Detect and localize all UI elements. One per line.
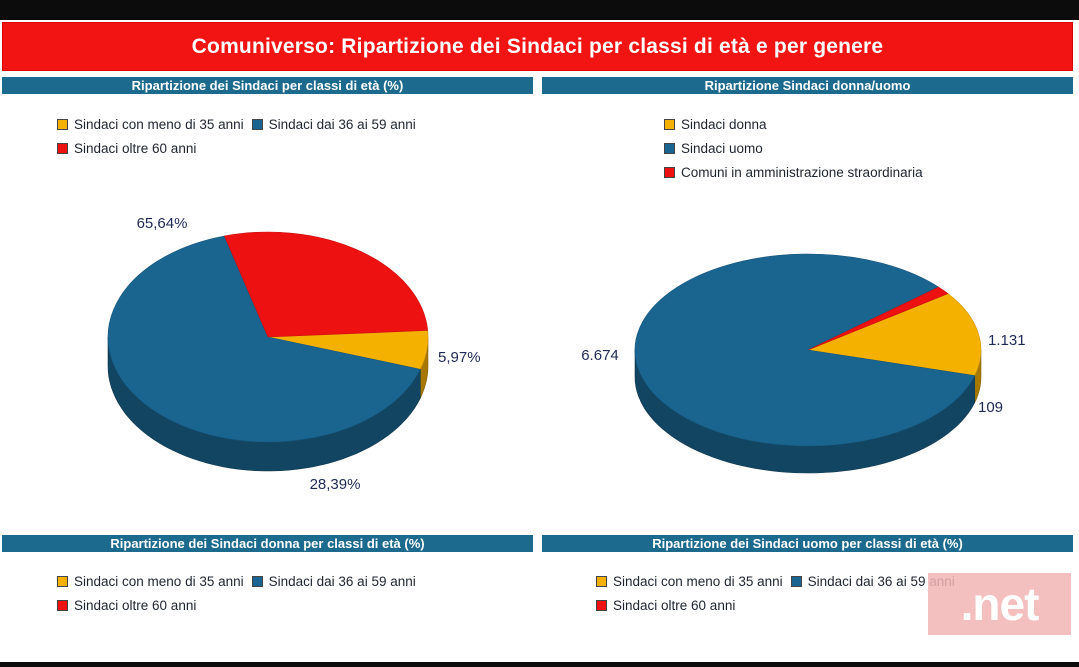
legend-swatch <box>57 599 68 611</box>
legend-label: Sindaci dai 36 ai 59 anni <box>268 573 416 589</box>
legend-gender: Sindaci donna Sindaci uomo Comuni in amm… <box>664 112 931 184</box>
legend-swatch <box>790 575 802 587</box>
legend-item: Sindaci con meno di 35 anni <box>57 574 244 589</box>
legend-label: Sindaci dai 36 ai 59 anni <box>268 116 416 132</box>
legend-swatch <box>664 166 675 178</box>
legend-swatch <box>57 575 68 587</box>
pie-data-label: 109 <box>978 399 1003 416</box>
legend-male-age: Sindaci con meno di 35 anni Sindaci dai … <box>596 569 963 617</box>
pie-slice <box>806 293 982 376</box>
legend-swatch <box>57 118 68 130</box>
pie-slice <box>223 231 429 338</box>
legend-item: Sindaci con meno di 35 anni <box>596 574 783 589</box>
panel-header-female-age: Ripartizione dei Sindaci donna per class… <box>2 535 533 552</box>
panel-header-gender: Ripartizione Sindaci donna/uomo <box>542 77 1073 94</box>
legend-label: Sindaci oltre 60 anni <box>74 140 197 156</box>
legend-label: Sindaci uomo <box>681 140 763 156</box>
legend-item: Sindaci uomo <box>664 141 763 156</box>
legend-label: Sindaci oltre 60 anni <box>74 597 197 613</box>
legend-item: Sindaci oltre 60 anni <box>596 598 735 613</box>
legend-item: Sindaci con meno di 35 anni <box>57 117 244 132</box>
legend-item: Sindaci dai 36 ai 59 anni <box>790 573 955 589</box>
legend-female-age: Sindaci con meno di 35 anni Sindaci dai … <box>57 569 424 617</box>
legend-item: Sindaci oltre 60 anni <box>57 141 196 156</box>
legend-label: Comuni in amministrazione straordinaria <box>681 164 923 180</box>
watermark-text: .net <box>960 578 1040 630</box>
legend-item: Sindaci donna <box>664 117 767 132</box>
legend-label: Sindaci con meno di 35 anni <box>74 573 244 589</box>
legend-item: Sindaci oltre 60 anni <box>57 598 196 613</box>
legend-label: Sindaci dai 36 ai 59 anni <box>807 573 955 589</box>
bottom-black-bar <box>0 662 1079 667</box>
legend-swatch <box>251 575 263 587</box>
pie-data-label: 1.131 <box>988 332 1026 349</box>
pie-slice <box>807 286 949 351</box>
legend-swatch <box>596 599 607 611</box>
pie-slice <box>107 235 421 443</box>
title-banner: Comuniverso: Ripartizione dei Sindaci pe… <box>2 22 1073 71</box>
legend-swatch <box>596 575 607 587</box>
legend-item: Comuni in amministrazione straordinaria <box>664 165 923 180</box>
watermark-logo: .net <box>928 573 1071 635</box>
pie-data-label: 6.674 <box>581 347 619 364</box>
pie-data-label: 28,39% <box>310 476 361 493</box>
top-black-bar <box>0 0 1079 20</box>
page-title: Comuniverso: Ripartizione dei Sindaci pe… <box>191 34 884 58</box>
legend-label: Sindaci con meno di 35 anni <box>613 573 783 589</box>
legend-item: Sindaci dai 36 ai 59 anni <box>251 116 416 132</box>
legend-label: Sindaci donna <box>681 116 767 132</box>
panel-header-male-age: Ripartizione dei Sindaci uomo per classi… <box>542 535 1073 552</box>
legend-swatch <box>57 142 68 154</box>
legend-label: Sindaci oltre 60 anni <box>613 597 736 613</box>
pie-data-label: 65,64% <box>137 215 188 232</box>
pie-data-label: 5,97% <box>438 349 481 366</box>
panel-header-age: Ripartizione dei Sindaci per classi di e… <box>2 77 533 94</box>
legend-item: Sindaci dai 36 ai 59 anni <box>251 573 416 589</box>
legend-label: Sindaci con meno di 35 anni <box>74 116 244 132</box>
legend-swatch <box>664 142 675 154</box>
legend-swatch <box>251 118 263 130</box>
legend-age: Sindaci con meno di 35 anni Sindaci dai … <box>57 112 424 160</box>
pie-slice <box>634 253 976 447</box>
legend-swatch <box>664 118 675 130</box>
